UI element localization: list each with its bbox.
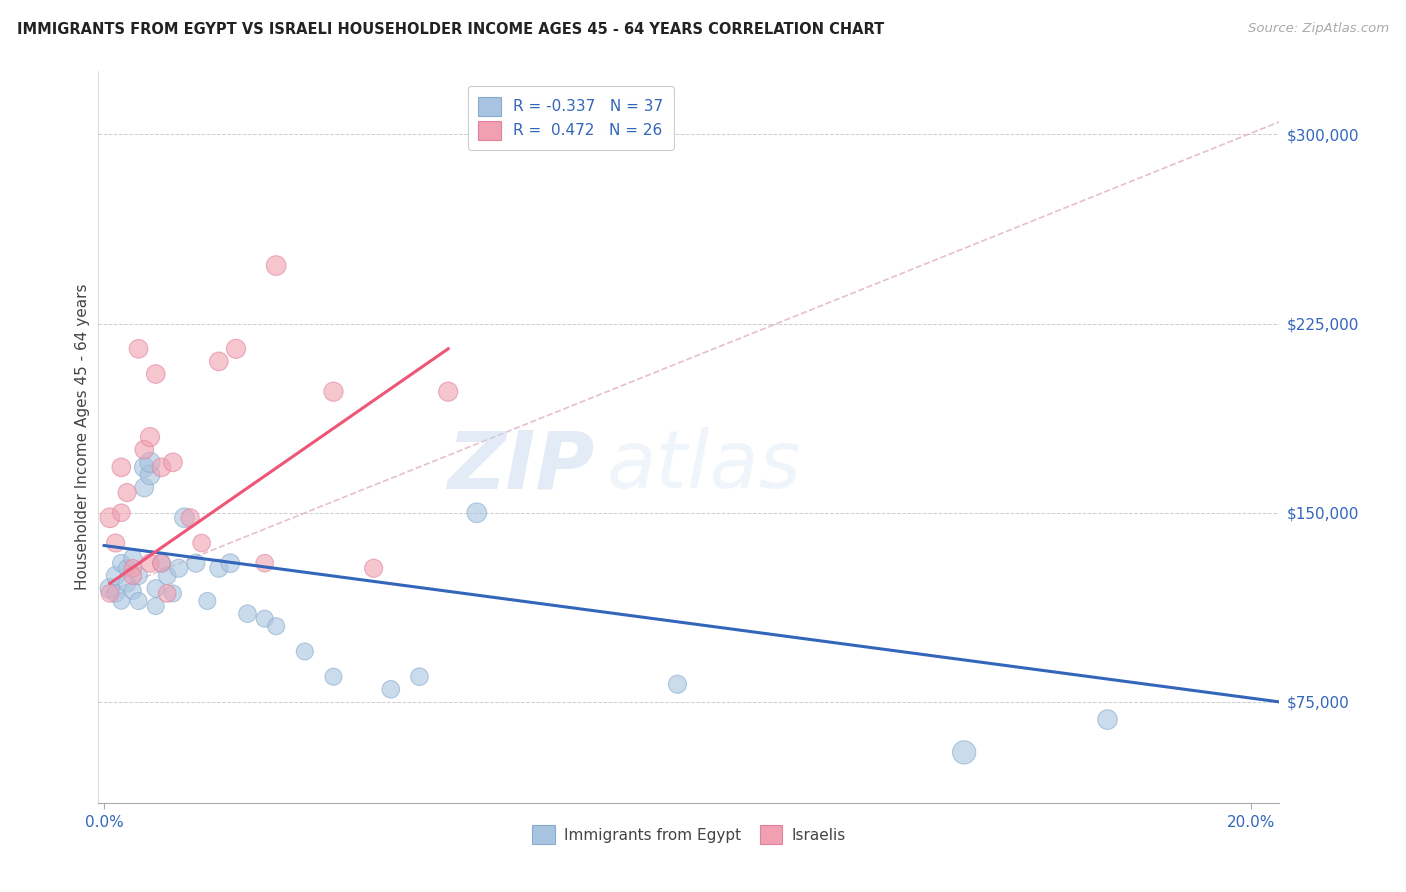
Point xyxy=(167,561,190,575)
Text: IMMIGRANTS FROM EGYPT VS ISRAELI HOUSEHOLDER INCOME AGES 45 - 64 YEARS CORRELATI: IMMIGRANTS FROM EGYPT VS ISRAELI HOUSEHO… xyxy=(17,22,884,37)
Point xyxy=(121,551,143,566)
Point xyxy=(139,556,162,570)
Point xyxy=(104,536,127,550)
Point xyxy=(98,510,121,524)
Point xyxy=(115,576,138,591)
Point xyxy=(110,460,132,475)
Text: Source: ZipAtlas.com: Source: ZipAtlas.com xyxy=(1249,22,1389,36)
Point xyxy=(190,536,212,550)
Point xyxy=(121,583,143,598)
Point xyxy=(179,510,201,524)
Point xyxy=(145,367,167,381)
Point xyxy=(150,556,173,570)
Point xyxy=(104,569,127,583)
Y-axis label: Householder Income Ages 45 - 64 years: Householder Income Ages 45 - 64 years xyxy=(75,284,90,591)
Point xyxy=(134,442,156,457)
Point xyxy=(953,745,976,759)
Point xyxy=(156,569,179,583)
Point xyxy=(380,682,402,697)
Point xyxy=(115,561,138,575)
Point xyxy=(134,460,156,475)
Point xyxy=(110,506,132,520)
Point xyxy=(219,556,242,570)
Point xyxy=(128,342,150,356)
Point xyxy=(264,259,287,273)
Point xyxy=(134,481,156,495)
Point xyxy=(236,607,259,621)
Point xyxy=(121,569,143,583)
Point xyxy=(1097,713,1119,727)
Point xyxy=(139,455,162,469)
Point xyxy=(98,582,121,596)
Point xyxy=(322,670,344,684)
Point xyxy=(150,460,173,475)
Point xyxy=(253,556,276,570)
Point xyxy=(195,594,218,608)
Point xyxy=(121,561,143,575)
Point xyxy=(208,354,231,368)
Point xyxy=(110,556,132,570)
Point xyxy=(666,677,689,691)
Point xyxy=(322,384,344,399)
Point xyxy=(98,586,121,600)
Point xyxy=(150,556,173,570)
Point xyxy=(110,594,132,608)
Point xyxy=(264,619,287,633)
Point xyxy=(208,561,231,575)
Text: atlas: atlas xyxy=(606,427,801,506)
Point xyxy=(162,455,184,469)
Text: ZIP: ZIP xyxy=(447,427,595,506)
Point xyxy=(156,586,179,600)
Point xyxy=(162,586,184,600)
Point xyxy=(145,582,167,596)
Point xyxy=(184,556,207,570)
Point xyxy=(408,670,430,684)
Point xyxy=(465,506,488,520)
Point xyxy=(225,342,247,356)
Point xyxy=(139,467,162,482)
Point xyxy=(173,510,195,524)
Point xyxy=(115,485,138,500)
Point xyxy=(128,594,150,608)
Point xyxy=(253,612,276,626)
Point xyxy=(437,384,460,399)
Point xyxy=(294,644,316,658)
Point xyxy=(104,586,127,600)
Point xyxy=(363,561,385,575)
Point xyxy=(128,569,150,583)
Legend: Immigrants from Egypt, Israelis: Immigrants from Egypt, Israelis xyxy=(526,819,852,850)
Point xyxy=(145,599,167,613)
Point xyxy=(139,430,162,444)
